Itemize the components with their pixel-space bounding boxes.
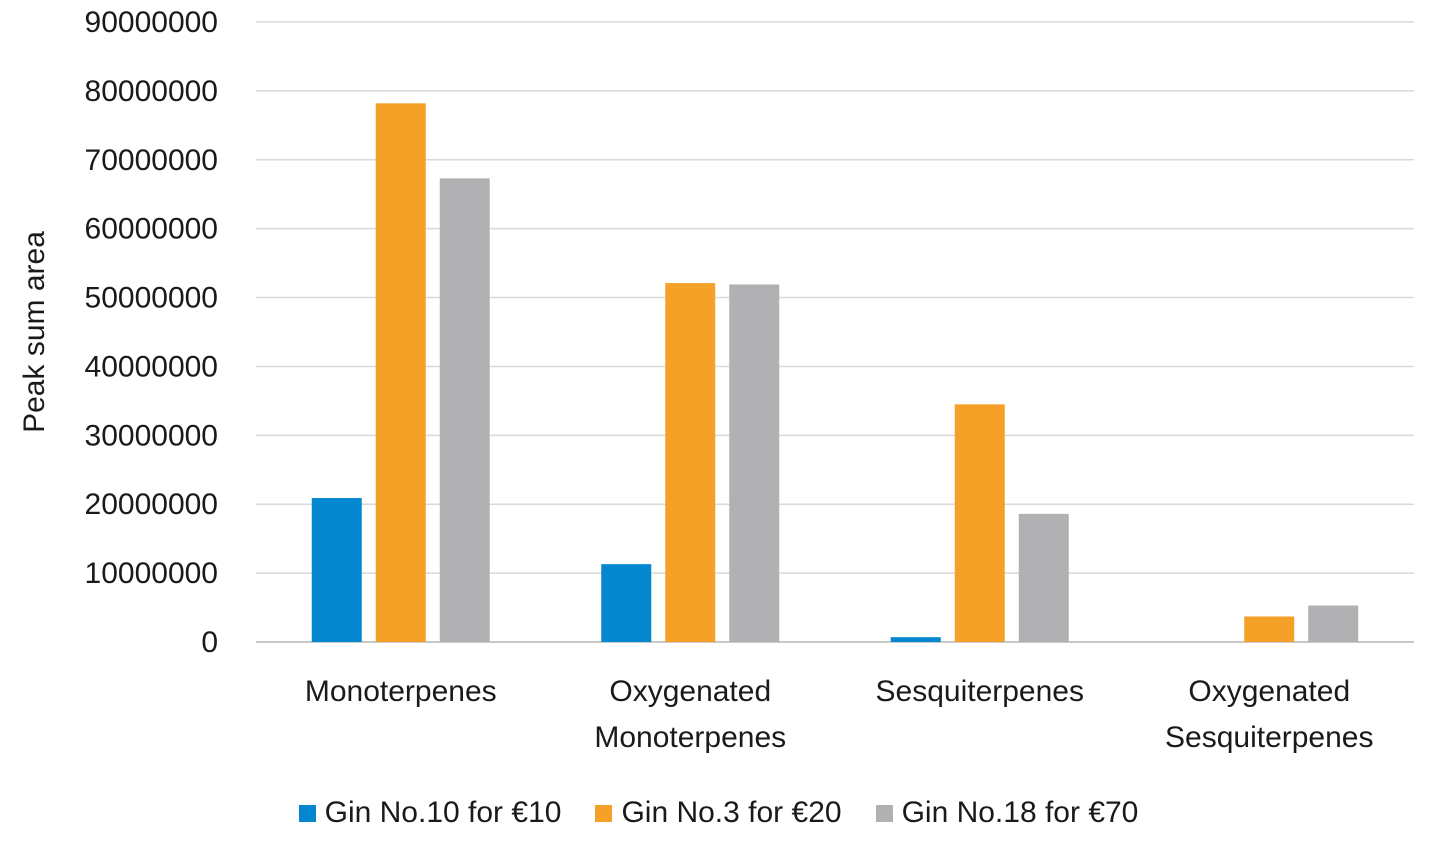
bar <box>601 564 652 642</box>
legend-label: Gin No.3 for €20 <box>621 796 842 829</box>
y-tick-label: 40000000 <box>85 350 218 383</box>
legend-swatch <box>875 804 893 822</box>
x-category-label: Oxygenated <box>1188 675 1350 708</box>
bars <box>311 103 1359 643</box>
legend-item: Gin No.18 for €70 <box>875 796 1139 830</box>
legend-swatch <box>298 804 316 822</box>
y-tick-label: 10000000 <box>85 557 218 590</box>
y-tick-label: 0 <box>201 626 218 659</box>
x-category-label: Oxygenated <box>609 675 771 708</box>
x-category-label: Monoterpenes <box>594 721 786 754</box>
bar-chart: 0 10000000 20000000 30000000 40000000 5000000… <box>18 6 1414 754</box>
bar <box>665 283 716 642</box>
bar <box>1308 605 1359 642</box>
y-axis-label: Peak sum area <box>18 231 51 433</box>
legend-item: Gin No.3 for €20 <box>595 796 842 830</box>
y-tick-label: 20000000 <box>85 488 218 521</box>
legend-label: Gin No.10 for €10 <box>324 796 562 829</box>
x-category-label: Monoterpenes <box>305 675 497 708</box>
bar <box>1244 616 1295 642</box>
bar <box>954 404 1005 642</box>
bar <box>311 498 362 642</box>
y-tick-label: 30000000 <box>85 419 218 452</box>
y-tick-label: 60000000 <box>85 213 218 246</box>
y-axis-ticks: 0 10000000 20000000 30000000 40000000 5000000… <box>85 6 218 659</box>
legend: Gin No.10 for €10 Gin No.3 for €20 Gin No.… <box>0 796 1437 830</box>
gridlines <box>256 21 1414 643</box>
legend-item: Gin No.10 for €10 <box>298 796 562 830</box>
y-tick-label: 50000000 <box>85 282 218 315</box>
x-axis-categories: Monoterpenes Oxygenated Monoterpenes Sesqui… <box>305 675 1374 754</box>
bar <box>375 103 426 643</box>
legend-label: Gin No.18 for €70 <box>901 796 1139 829</box>
x-category-label: Sesquiterpenes <box>876 675 1084 708</box>
legend-swatch <box>595 804 613 822</box>
bar <box>890 637 941 642</box>
x-category-label: Sesquiterpenes <box>1165 721 1373 754</box>
bar <box>729 284 780 642</box>
y-tick-label: 80000000 <box>85 75 218 108</box>
y-tick-label: 90000000 <box>85 6 218 39</box>
y-tick-label: 70000000 <box>85 144 218 177</box>
bar <box>1018 513 1069 642</box>
bar <box>439 178 490 642</box>
